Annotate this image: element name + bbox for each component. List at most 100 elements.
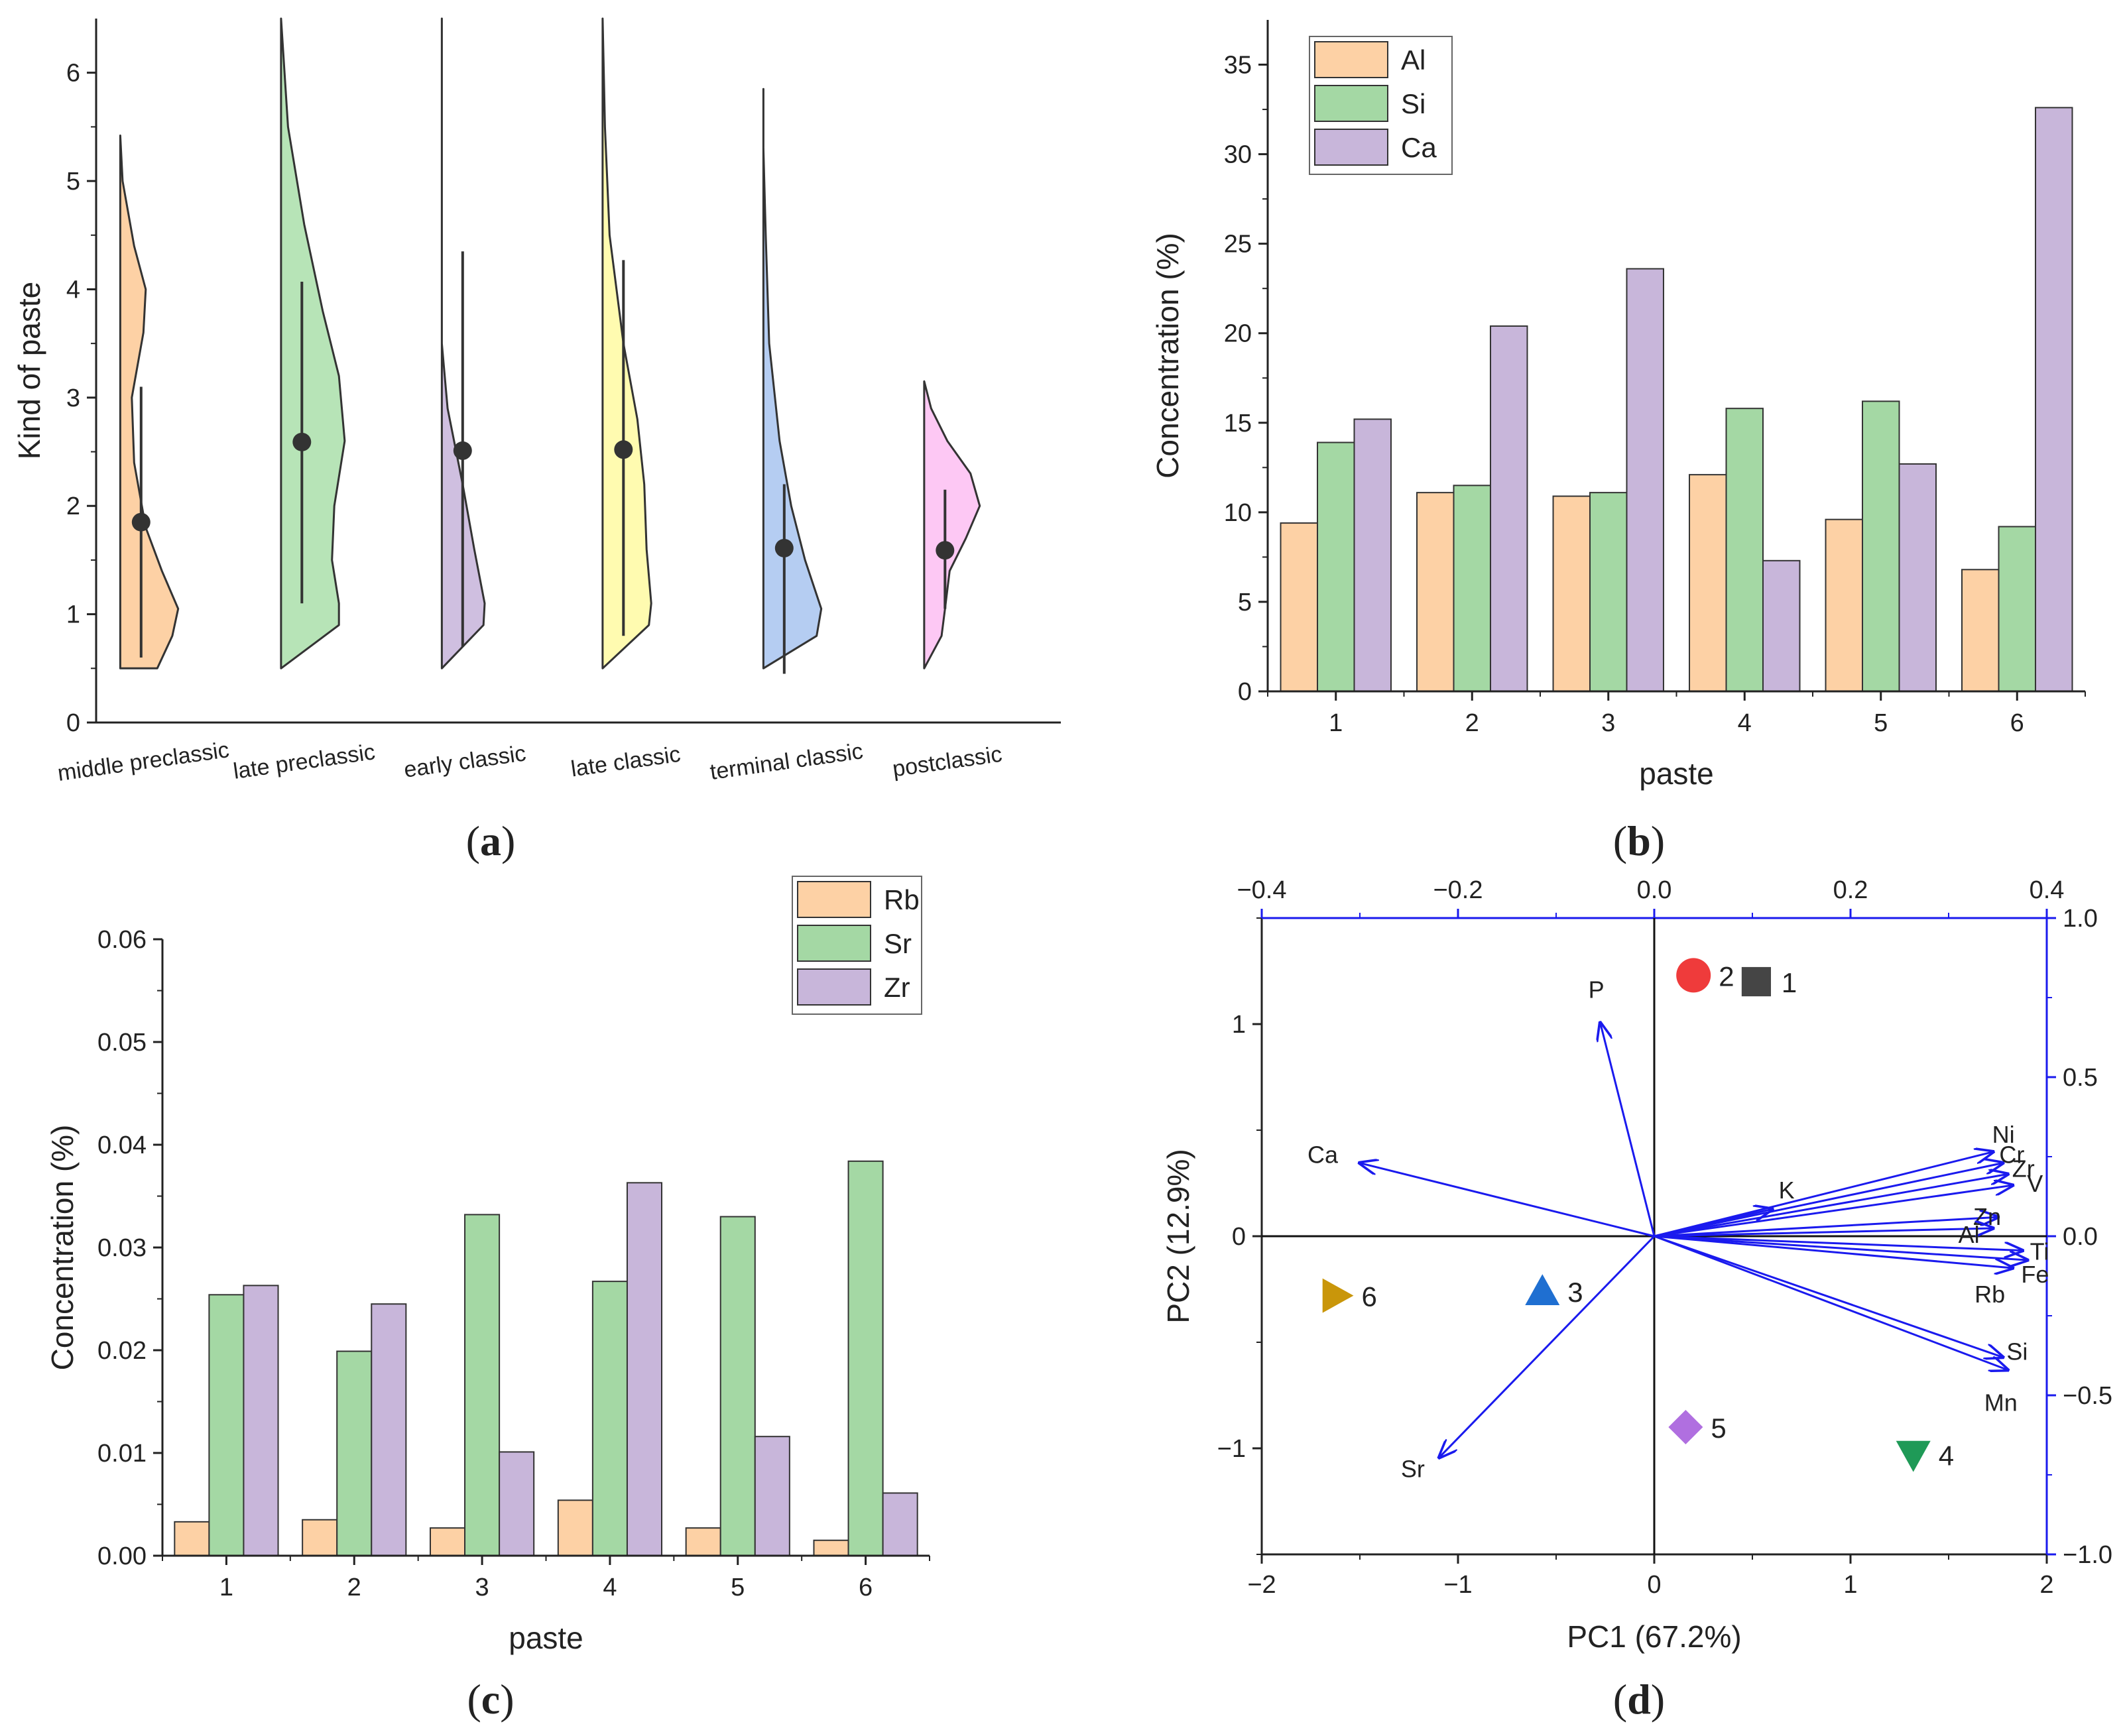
violin-mean-dot bbox=[936, 541, 955, 560]
bar-al bbox=[1552, 495, 1591, 693]
panel-a-caption: (a) bbox=[466, 817, 516, 864]
y-axis-title: Concentration (%) bbox=[45, 1125, 80, 1371]
legend-label-sr: Sr bbox=[884, 928, 912, 959]
panel-d-pca-biplot: −2 −1 0 1 2 −1 0 1 −0.4 −0.2 0.0 0.2 0.4 −1.0 −0.5 0.0 0… bbox=[1161, 876, 2112, 1654]
right-tick-label: 0.5 bbox=[2063, 1064, 2098, 1092]
bar-si bbox=[1725, 408, 1764, 692]
bar-si bbox=[1317, 441, 1355, 692]
legend-label-ca: Ca bbox=[1401, 132, 1437, 163]
bar-rb bbox=[557, 1499, 593, 1557]
loading-label-cr: Cr bbox=[1999, 1141, 2024, 1169]
loading-label-k: K bbox=[1779, 1177, 1795, 1204]
violin-mean-dot bbox=[292, 432, 312, 451]
violin-shape bbox=[440, 17, 486, 669]
panel-c-caption: (c) bbox=[467, 1676, 514, 1723]
y-tick-label: 5 bbox=[1238, 589, 1252, 616]
loading-arrow-ti bbox=[1654, 1235, 2022, 1251]
loading-arrow-fe bbox=[1654, 1235, 2027, 1260]
loading-label-ca: Ca bbox=[1307, 1141, 1339, 1169]
score-point-4 bbox=[1896, 1440, 1931, 1472]
loading-arrow-si bbox=[1654, 1235, 2002, 1357]
bar-si bbox=[1862, 400, 1900, 692]
x-tick-label: 6 bbox=[2010, 709, 2024, 737]
y-tick-label: 25 bbox=[1224, 231, 1252, 259]
x-tick-label: 2 bbox=[347, 1574, 361, 1601]
bar-sr bbox=[719, 1216, 756, 1556]
y-tick-label: 0.06 bbox=[97, 926, 147, 954]
legend-swatch-rb bbox=[797, 881, 871, 918]
y-tick-label: 0.00 bbox=[97, 1542, 147, 1570]
loading-label-ti: Ti bbox=[2030, 1238, 2049, 1265]
x-tick-label: 0 bbox=[1647, 1571, 1661, 1599]
loading-arrow-ni bbox=[1654, 1152, 1993, 1238]
y-axis-title: PC2 (12.9%) bbox=[1161, 1149, 1195, 1323]
x-axis-title: paste bbox=[509, 1621, 583, 1655]
loading-label-zr: Zr bbox=[2012, 1155, 2035, 1182]
y-axis-title: Kind of paste bbox=[12, 282, 46, 460]
x-tick-label: −2 bbox=[1247, 1571, 1276, 1599]
loading-arrow-ca bbox=[1360, 1163, 1655, 1238]
category-label: late preclassic bbox=[231, 739, 377, 784]
bar-zr bbox=[499, 1451, 535, 1556]
y-tick-label: 1 bbox=[66, 601, 80, 629]
y-tick-label: 0.05 bbox=[97, 1029, 147, 1057]
loading-label-p: P bbox=[1589, 976, 1605, 1003]
category-label: postclassic bbox=[891, 742, 1004, 782]
loading-arrow-zn bbox=[1654, 1217, 1998, 1238]
violin-shape bbox=[762, 87, 823, 669]
score-label-2: 2 bbox=[1719, 960, 1734, 992]
score-label-4: 4 bbox=[1939, 1440, 1954, 1472]
x-tick-label: 1 bbox=[1329, 709, 1343, 737]
y-tick-label: −1 bbox=[1217, 1435, 1246, 1463]
right-tick-label: −0.5 bbox=[2063, 1382, 2112, 1410]
x-tick-label: 1 bbox=[1843, 1571, 1857, 1599]
x-tick-label: 2 bbox=[1465, 709, 1479, 737]
bar-zr bbox=[626, 1182, 663, 1556]
y-tick-label: 3 bbox=[66, 384, 80, 412]
y-tick-label: 20 bbox=[1224, 320, 1252, 348]
score-label-1: 1 bbox=[1782, 967, 1797, 998]
legend-label-si: Si bbox=[1401, 88, 1426, 119]
bar-ca bbox=[1353, 418, 1392, 692]
legend-swatch-ca bbox=[1314, 129, 1388, 166]
panel-b-bar-chart: 1 2 3 4 5 6 0 5 10 15 20 25 30 35 paste Concentration (… bbox=[1150, 20, 2086, 791]
bar-ca bbox=[1489, 325, 1528, 693]
loading-label-ni: Ni bbox=[1992, 1121, 2015, 1148]
top-tick-label: −0.4 bbox=[1237, 876, 1286, 904]
y-tick-label: 1 bbox=[1232, 1011, 1246, 1039]
category-label: early classic bbox=[402, 740, 528, 782]
loading-label-mn: Mn bbox=[1984, 1389, 2018, 1417]
legend-swatch-si bbox=[1314, 85, 1388, 122]
bar-zr bbox=[754, 1436, 790, 1556]
x-tick-label: −1 bbox=[1443, 1571, 1472, 1599]
score-label-6: 6 bbox=[1361, 1281, 1376, 1312]
loading-label-rb: Rb bbox=[1974, 1281, 2005, 1308]
y-tick-label: 15 bbox=[1224, 410, 1252, 437]
bar-zr bbox=[882, 1492, 918, 1556]
violin-mean-dot bbox=[131, 512, 151, 532]
score-point-3 bbox=[1525, 1274, 1560, 1305]
y-axis-title: Concentration (%) bbox=[1150, 233, 1185, 479]
violin-mean-dot bbox=[774, 538, 794, 557]
x-tick-label: 4 bbox=[603, 1574, 617, 1601]
x-tick-label: 2 bbox=[2039, 1571, 2053, 1599]
y-tick-label: 0.01 bbox=[97, 1440, 147, 1468]
bar-rb bbox=[174, 1521, 210, 1557]
loading-label-sr: Sr bbox=[1401, 1456, 1425, 1483]
y-tick-label: 10 bbox=[1224, 499, 1252, 527]
top-tick-label: 0.4 bbox=[2030, 876, 2065, 904]
violin-shape bbox=[280, 17, 346, 669]
score-point-1 bbox=[1741, 966, 1772, 997]
violin-mean-dot bbox=[614, 440, 633, 459]
bar-sr bbox=[208, 1294, 245, 1557]
x-tick-label: 3 bbox=[475, 1574, 489, 1601]
right-tick-label: −1.0 bbox=[2063, 1541, 2112, 1569]
legend-swatch-al bbox=[1314, 41, 1388, 78]
x-tick-label: 1 bbox=[219, 1574, 233, 1601]
top-tick-label: −0.2 bbox=[1433, 876, 1483, 904]
bar-rb bbox=[813, 1539, 849, 1556]
right-tick-label: 0.0 bbox=[2063, 1223, 2098, 1251]
score-point-5 bbox=[1668, 1410, 1703, 1444]
y-tick-label: 0 bbox=[66, 709, 80, 737]
